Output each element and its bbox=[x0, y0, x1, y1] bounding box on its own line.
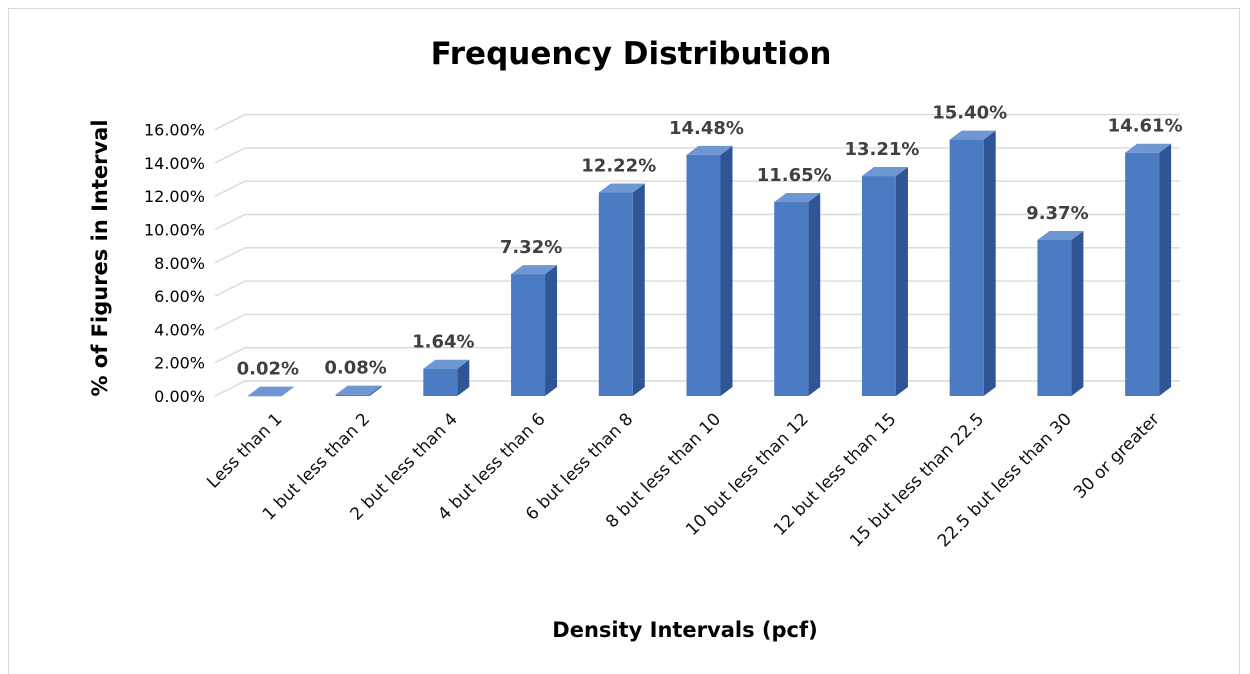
data-label: 9.37% bbox=[1026, 203, 1088, 224]
gridline bbox=[214, 113, 1180, 131]
bar-front bbox=[774, 202, 809, 396]
data-label: 15.40% bbox=[932, 103, 1007, 124]
x-category-label: Less than 1 bbox=[203, 409, 286, 492]
data-label: 11.65% bbox=[757, 165, 832, 186]
bar-front bbox=[686, 154, 721, 396]
bars bbox=[247, 130, 1172, 397]
bar bbox=[861, 167, 908, 396]
chart-title: Frequency Distribution bbox=[431, 36, 832, 72]
bar-front bbox=[949, 139, 984, 396]
bar-front bbox=[511, 274, 546, 396]
y-tick-label: 8.00% bbox=[154, 254, 205, 273]
chart-area bbox=[8, 8, 1240, 674]
bar-top bbox=[511, 265, 558, 275]
y-axis-title: % of Figures in Interval bbox=[88, 119, 112, 396]
y-tick-label: 0.00% bbox=[154, 387, 205, 406]
data-label: 0.02% bbox=[237, 359, 299, 380]
bar-front bbox=[423, 368, 458, 396]
y-axis-ticks: 0.00% 2.00% 4.00% 6.00% 8.00% 10.00% 12.00% 14.… bbox=[144, 121, 205, 406]
bar-side bbox=[457, 359, 470, 396]
bar-side bbox=[1071, 230, 1084, 396]
bar bbox=[774, 193, 821, 396]
bar-top bbox=[1125, 143, 1172, 153]
bar-front bbox=[1037, 239, 1072, 396]
bar-top bbox=[423, 359, 470, 369]
bar-side bbox=[720, 145, 733, 396]
bar-front bbox=[861, 176, 896, 396]
y-tick-label: 16.00% bbox=[144, 121, 205, 140]
bar-top bbox=[949, 130, 996, 140]
y-tick-label: 12.00% bbox=[144, 187, 205, 206]
bar-top bbox=[686, 145, 733, 155]
bar-top bbox=[598, 183, 645, 193]
data-labels: 0.02% 0.08% 1.64% 7.32% 12.22% 14.48% 11.65% 13… bbox=[237, 103, 1183, 380]
data-label: 14.61% bbox=[1108, 116, 1183, 137]
bar-front bbox=[335, 394, 370, 396]
bar-side bbox=[632, 183, 645, 396]
y-tick-label: 10.00% bbox=[144, 221, 205, 240]
bar-side bbox=[545, 265, 558, 396]
bar-front bbox=[1125, 152, 1160, 396]
bar bbox=[423, 359, 470, 396]
gridline bbox=[214, 147, 1180, 164]
y-tick-label: 4.00% bbox=[154, 320, 205, 339]
bar-side bbox=[369, 385, 382, 396]
x-axis-categories: Less than 11 but less than 22 but less t… bbox=[203, 409, 1163, 551]
data-label: 1.64% bbox=[412, 332, 474, 353]
y-tick-label: 14.00% bbox=[144, 154, 205, 173]
data-label: 13.21% bbox=[844, 139, 919, 160]
data-label: 14.48% bbox=[669, 118, 744, 139]
bar-side bbox=[808, 193, 821, 396]
bar bbox=[335, 385, 382, 396]
data-label: 12.22% bbox=[581, 156, 656, 177]
bar bbox=[247, 386, 294, 397]
x-category-label: 30 or greater bbox=[1070, 409, 1164, 503]
y-tick-label: 2.00% bbox=[154, 354, 205, 373]
data-label: 0.08% bbox=[324, 358, 386, 379]
bar-side bbox=[1159, 143, 1172, 396]
bar-top bbox=[774, 193, 821, 203]
bar-top bbox=[335, 385, 382, 395]
bar bbox=[598, 183, 645, 396]
bar bbox=[511, 265, 558, 396]
bar bbox=[1125, 143, 1172, 396]
bar-side bbox=[983, 130, 996, 396]
gridlines bbox=[214, 113, 1180, 397]
bar-front bbox=[598, 192, 633, 396]
bar bbox=[686, 145, 733, 396]
bar bbox=[1037, 230, 1084, 396]
data-label: 7.32% bbox=[500, 237, 562, 258]
y-tick-label: 6.00% bbox=[154, 287, 205, 306]
bar-top bbox=[861, 167, 908, 177]
bar-top bbox=[247, 386, 294, 396]
bar-front bbox=[247, 395, 282, 397]
x-axis-title: Density Intervals (pcf) bbox=[552, 618, 817, 642]
bar-side bbox=[895, 167, 908, 396]
bar bbox=[949, 130, 996, 396]
bar-top bbox=[1037, 230, 1084, 240]
bar-side bbox=[281, 386, 294, 396]
